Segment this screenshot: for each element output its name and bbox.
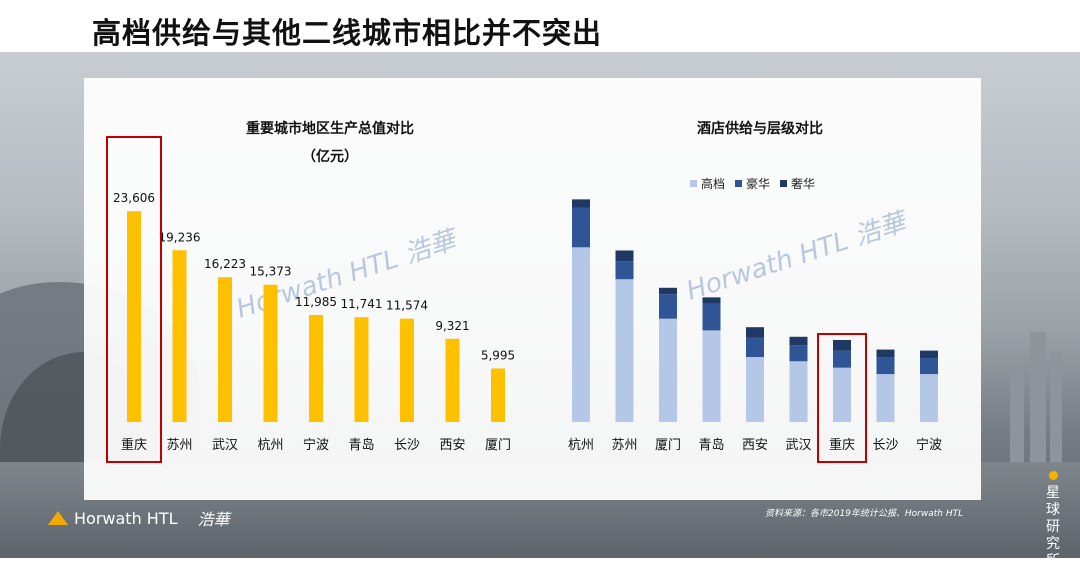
- hotel-bar-segment-upscale: [659, 318, 677, 422]
- gdp-category-label: 青岛: [348, 437, 374, 453]
- gdp-value-label: 19,236: [159, 230, 201, 244]
- legend-swatch-deluxe: [780, 180, 788, 187]
- hotel-bar-segment-luxury: [702, 303, 721, 331]
- horwath-logo-icon: [48, 511, 68, 525]
- gdp-chart-title: 重要城市地区生产总值对比: [246, 121, 414, 137]
- hotel-category-label: 武汉: [785, 438, 811, 453]
- hotel-bar-segment-upscale: [876, 374, 895, 422]
- hotel-bar-segment-luxury: [659, 294, 677, 319]
- hotel-category-label: 苏州: [611, 437, 637, 453]
- gdp-bar: [354, 317, 369, 422]
- background-building: [1010, 372, 1024, 482]
- hotel-bar-segment-luxury: [920, 358, 938, 375]
- hotel-category-label: 青岛: [698, 437, 724, 453]
- hotel-bar-segment-deluxe: [920, 350, 938, 359]
- gdp-value-label: 11,985: [295, 295, 337, 309]
- hotel-bar-segment-upscale: [920, 374, 938, 422]
- watermark-text: Horwath HTL 浩華: [683, 206, 913, 306]
- gdp-category-label: 厦门: [485, 438, 511, 453]
- hotel-bar-segment-upscale: [702, 330, 721, 422]
- gdp-bar: [263, 284, 278, 422]
- gdp-category-label: 武汉: [212, 438, 238, 453]
- hotel-bar-segment-deluxe: [876, 349, 895, 358]
- gdp-value-label: 11,574: [386, 299, 428, 313]
- gdp-category-label: 长沙: [394, 438, 420, 453]
- slide-title: 高档供给与其他二线城市相比并不突出: [92, 16, 603, 50]
- hotel-category-label: 长沙: [872, 438, 898, 453]
- brand-name: Horwath HTL: [74, 508, 178, 528]
- hotel-bar-segment-upscale: [572, 247, 590, 422]
- gdp-value-label: 23,606: [113, 191, 155, 205]
- hotel-bar-segment-upscale: [746, 357, 764, 422]
- gdp-category-label: 杭州: [257, 438, 283, 453]
- hotel-bar-segment-deluxe: [572, 199, 590, 208]
- hotel-chart-title: 酒店供给与层级对比: [697, 121, 823, 137]
- legend-label-upscale: 高档: [701, 177, 726, 191]
- chart-panel: [84, 78, 981, 500]
- hotel-bar-segment-upscale: [789, 361, 808, 422]
- hotel-chart-legend: 高档 豪华 奢华: [690, 175, 815, 192]
- gdp-bar: [218, 277, 232, 422]
- gdp-bar: [172, 250, 187, 422]
- background-building: [1030, 332, 1046, 482]
- hotel-bar-segment-luxury: [572, 207, 590, 248]
- gdp-category-label: 宁波: [303, 437, 329, 453]
- gdp-bar: [491, 368, 505, 422]
- legend-label-deluxe: 奢华: [791, 177, 816, 191]
- hotel-bar-segment-luxury: [833, 350, 851, 368]
- gdp-category-label: 重庆: [121, 437, 147, 453]
- hotel-category-label: 杭州: [568, 438, 594, 453]
- hotel-category-label: 西安: [742, 438, 768, 453]
- hotel-bar-segment-deluxe: [789, 336, 808, 346]
- gdp-bar: [400, 318, 414, 422]
- legend-item-deluxe: 奢华: [780, 175, 815, 192]
- badge-dot-icon: [1048, 471, 1058, 480]
- corner-badge-text: 星球研究所: [1046, 485, 1060, 569]
- hotel-category-label: 重庆: [829, 437, 855, 453]
- gdp-value-label: 5,995: [481, 348, 515, 362]
- horwath-logo: Horwath HTL 浩華: [48, 506, 230, 530]
- gdp-bar: [127, 211, 141, 422]
- legend-item-upscale: 高档: [690, 175, 725, 192]
- legend-swatch-upscale: [690, 180, 697, 187]
- gdp-bar: [309, 314, 323, 422]
- gdp-value-label: 16,223: [204, 257, 246, 271]
- hotel-bar-segment-deluxe: [833, 339, 851, 351]
- gdp-category-label: 苏州: [166, 437, 192, 453]
- hotel-bar-segment-deluxe: [615, 250, 634, 262]
- hotel-bar-segment-deluxe: [702, 297, 721, 304]
- hotel-bar-segment-luxury: [746, 337, 764, 358]
- legend-swatch-luxury: [735, 180, 743, 187]
- hotel-bar-segment-luxury: [789, 345, 808, 362]
- hotel-bar-segment-upscale: [833, 367, 851, 422]
- gdp-value-label: 11,741: [341, 297, 383, 311]
- highlight-box-chongqing-gdp: [106, 136, 162, 463]
- background-building: [1050, 352, 1062, 482]
- charts-canvas: Horwath HTL 浩華 Horwath HTL 浩華23,606重庆19,2…: [106, 136, 942, 463]
- hotel-category-label: 宁波: [916, 437, 942, 453]
- gdp-value-label: 15,373: [250, 265, 292, 279]
- highlight-box-chongqing-hotel: [817, 333, 867, 463]
- gdp-bar: [445, 338, 460, 422]
- source-note: 资料来源：各市2019年统计公报、Horwath HTL: [765, 509, 964, 519]
- legend-item-luxury: 豪华: [735, 175, 770, 192]
- hotel-bar-segment-deluxe: [746, 327, 764, 338]
- gdp-category-label: 西安: [439, 438, 465, 453]
- hotel-bar-segment-luxury: [615, 261, 634, 280]
- legend-label-luxury: 豪华: [746, 177, 771, 191]
- brand-name-cn: 浩華: [197, 510, 230, 529]
- hotel-category-label: 厦门: [655, 438, 681, 453]
- gdp-value-label: 9,321: [435, 319, 469, 333]
- hotel-bar-segment-luxury: [876, 357, 895, 375]
- corner-badge: 星球研究所: [1044, 468, 1062, 570]
- hotel-bar-segment-deluxe: [659, 287, 677, 295]
- hotel-bar-segment-upscale: [615, 279, 634, 422]
- gdp-chart-unit: （亿元）: [302, 149, 358, 165]
